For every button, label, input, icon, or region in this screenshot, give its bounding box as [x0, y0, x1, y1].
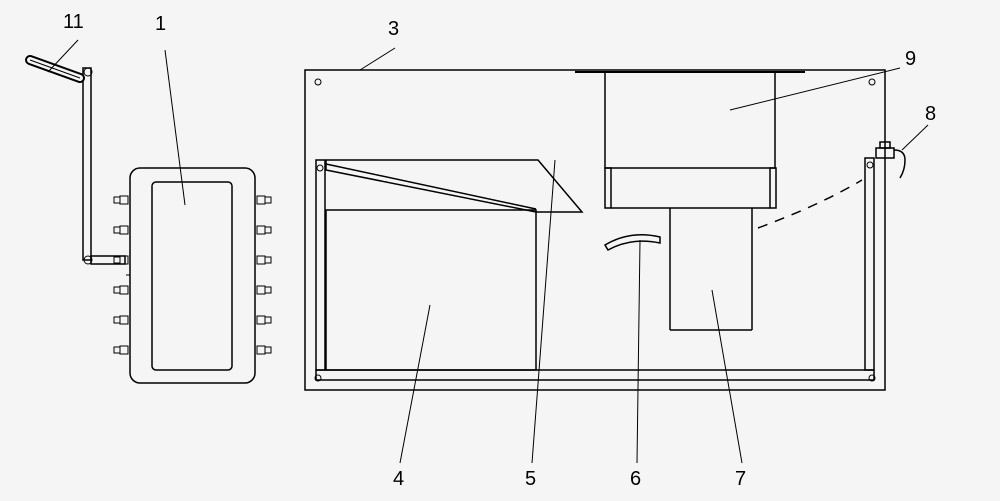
label-9: 9 [905, 48, 916, 70]
diagram-svg: 1 3 4 5 6 7 8 9 11 [0, 0, 1000, 501]
label-11: 11 [63, 11, 84, 33]
label-4: 4 [393, 468, 404, 490]
label-8: 8 [925, 103, 936, 125]
label-3: 3 [388, 18, 399, 40]
label-5: 5 [525, 468, 536, 490]
diagram-canvas: 1 3 4 5 6 7 8 9 11 [0, 0, 1000, 501]
label-1: 1 [155, 13, 166, 35]
label-6: 6 [630, 468, 641, 490]
label-7: 7 [735, 468, 746, 490]
